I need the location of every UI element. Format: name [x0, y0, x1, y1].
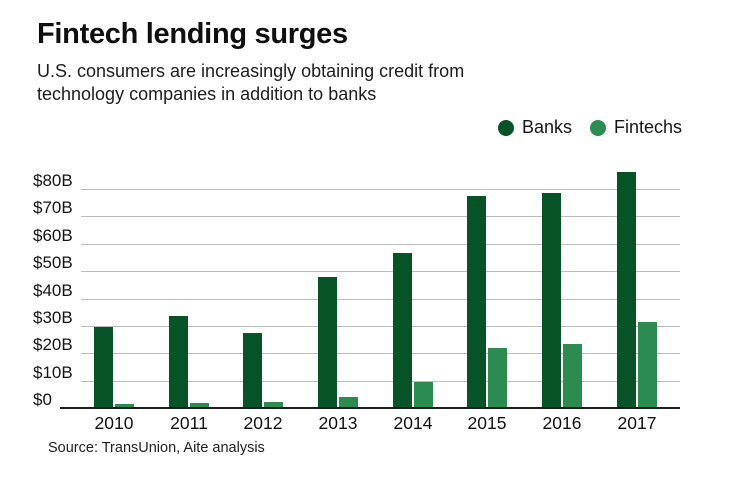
- bar-banks-2010: [94, 327, 113, 407]
- chart-legend: Banks Fintechs: [497, 117, 682, 138]
- y-axis-tick-label: $20B: [33, 335, 73, 355]
- source-attribution: Source: TransUnion, Aite analysis: [48, 440, 265, 456]
- gridline-row: $20B: [33, 334, 680, 355]
- gridline: [80, 270, 680, 273]
- gridline-row: $40B: [33, 280, 680, 300]
- gridline: [80, 325, 680, 327]
- gridline-row: $0: [33, 389, 680, 410]
- legend-label: Fintechs: [613, 117, 682, 137]
- bar-banks-2013: [318, 277, 337, 407]
- bar-banks-2012: [243, 333, 262, 407]
- y-axis-tick-label: $70B: [33, 198, 73, 218]
- bar-banks-2011: [169, 316, 188, 407]
- y-axis-tick-label: $60B: [33, 225, 73, 245]
- gridline: [80, 298, 680, 300]
- gridline: [80, 188, 680, 190]
- bar-fintechs-2013: [339, 397, 358, 407]
- bar-fintechs-2017: [638, 322, 657, 407]
- bar-fintechs-2011: [190, 403, 209, 407]
- x-axis-year-label: 2014: [393, 413, 433, 433]
- x-axis-year-label: 2013: [318, 413, 358, 433]
- x-axis-year-label: 2017: [617, 413, 657, 433]
- legend-dot-banks: [497, 119, 514, 136]
- legend-item-banks: Banks: [497, 117, 572, 138]
- y-axis-tick-label: $50B: [33, 253, 73, 273]
- chart-subtitle: U.S. consumers are increasingly obtainin…: [37, 60, 464, 106]
- chart-subtitle-line-2: technology companies in addition to bank…: [37, 84, 377, 104]
- bar-banks-2017: [617, 172, 636, 407]
- y-axis-tick-label: $0: [33, 390, 52, 410]
- legend-item-fintechs: Fintechs: [589, 117, 682, 138]
- gridline: [80, 352, 680, 355]
- gridline-row: $80B: [33, 170, 680, 190]
- y-axis-tick-label: $80B: [33, 171, 73, 190]
- gridline: [80, 215, 680, 218]
- bar-fintechs-2014: [414, 382, 433, 407]
- gridline-row: $60B: [33, 225, 680, 245]
- bar-fintechs-2016: [563, 344, 582, 407]
- y-axis-tick-label: $40B: [33, 280, 73, 300]
- bar-fintechs-2015: [488, 348, 507, 407]
- chart-title: Fintech lending surges: [37, 18, 348, 50]
- gridline: [80, 243, 680, 245]
- legend-label: Banks: [521, 117, 572, 137]
- x-axis-year-label: 2016: [542, 413, 582, 433]
- y-axis-tick-label: $10B: [33, 362, 73, 382]
- x-axis-year-label: 2012: [243, 413, 283, 433]
- bar-banks-2014: [393, 253, 412, 407]
- x-axis-year-label: 2010: [94, 413, 134, 433]
- legend-dot-fintechs: [589, 119, 606, 136]
- gridline-row: $30B: [33, 307, 680, 327]
- chart-subtitle-line-1: U.S. consumers are increasingly obtainin…: [37, 61, 465, 81]
- bar-banks-2016: [542, 193, 561, 407]
- y-axis-tick-label: $30B: [33, 308, 73, 327]
- bar-fintechs-2010: [115, 404, 134, 407]
- x-axis-year-label: 2015: [467, 413, 507, 433]
- x-axis-baseline: [59, 405, 680, 410]
- bar-banks-2015: [467, 196, 486, 407]
- bar-fintechs-2012: [264, 402, 283, 407]
- x-axis-year-label: 2011: [170, 413, 208, 433]
- gridline-row: $50B: [33, 252, 680, 273]
- gridline-row: $10B: [33, 362, 680, 382]
- gridline: [80, 380, 680, 382]
- gridline-row: $70B: [33, 197, 680, 218]
